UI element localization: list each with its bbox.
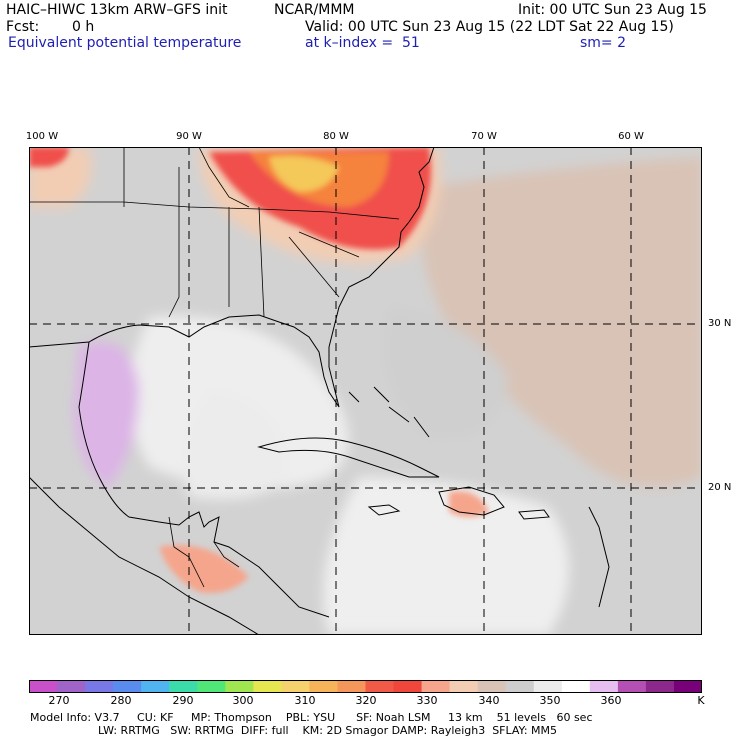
colorbar-swatch: [617, 680, 647, 693]
coastline-us-east: [408, 147, 435, 223]
field-name: Equivalent potential temperature: [8, 35, 242, 51]
colorbar-tick: 280: [110, 694, 132, 707]
colorbar-swatch: [141, 680, 170, 693]
colorbar-swatch: [85, 680, 114, 693]
colorbar-swatch: [393, 680, 423, 693]
colorbar-tick: 310: [294, 694, 316, 707]
field-tan-east: [422, 157, 702, 487]
field-salmon-centralamerica: [159, 545, 249, 593]
field-salmon-hispaniola: [449, 491, 489, 517]
colorbar-swatch: [337, 680, 366, 693]
map-border: [29, 147, 702, 635]
field-red-topleft: [29, 147, 69, 167]
coastline-mexico: [78, 341, 330, 618]
field-white-caribbean: [323, 477, 569, 635]
field-purple-gulf: [74, 342, 139, 487]
colorbar-swatch: [29, 680, 58, 693]
fcst-label: Fcst:: [6, 19, 40, 35]
colorbar-tick: 270: [48, 694, 70, 707]
colorbar-swatch: [253, 680, 282, 693]
colorbar-swatch: [645, 680, 675, 693]
colorbar-swatch: [589, 680, 619, 693]
coastline-pacific: [29, 476, 260, 635]
colorbar-swatch: [281, 680, 310, 693]
coastline-cuba: [257, 437, 440, 478]
colorbar-tick: 330: [416, 694, 438, 707]
coastline-puertorico: [518, 509, 550, 520]
coastline-jamaica: [367, 504, 401, 516]
lon-label-100w: 100 W: [25, 131, 59, 142]
colorbar-swatch: [533, 680, 563, 693]
smoothing-label: sm= 2: [580, 35, 627, 51]
colorbar-units: K: [697, 694, 705, 707]
colorbar: [29, 680, 702, 693]
colorbar-border: [29, 680, 702, 693]
coastline-antilles: [588, 506, 610, 608]
coastline-bahamas: [348, 386, 430, 438]
colorbar-tick: 290: [172, 694, 194, 707]
colorbar-tick: 340: [478, 694, 500, 707]
lon-label-80w: 80 W: [323, 131, 349, 142]
colorbar-swatch: [169, 680, 198, 693]
colorbar-tick: 350: [539, 694, 561, 707]
colorbar-swatch: [113, 680, 142, 693]
init-time: Init: 00 UTC Sun 23 Aug 15: [518, 2, 707, 18]
lon-label-60w: 60 W: [618, 131, 644, 142]
org-label: NCAR/MMM: [274, 2, 355, 18]
colorbar-tick: 300: [232, 694, 254, 707]
colorbar-swatch: [225, 680, 254, 693]
lon-label-70w: 70 W: [471, 131, 497, 142]
country-borders-ca: [168, 516, 240, 588]
colorbar-swatch: [365, 680, 395, 693]
field-white-central: [182, 387, 289, 500]
colorbar-swatch: [477, 680, 507, 693]
colorbar-swatch: [561, 680, 591, 693]
lat-label-20n: 20 N: [708, 482, 732, 493]
field-gray-atlantic: [384, 307, 509, 439]
coastline-hispaniola: [438, 486, 505, 516]
lat-label-30n: 30 N: [708, 318, 732, 329]
colorbar-swatch: [449, 680, 479, 693]
colorbar-swatch: [505, 680, 535, 693]
footer-line-1: Model Info: V3.7 CU: KF MP: Thompson PBL…: [30, 711, 593, 724]
level-label: at k–index = 51: [305, 35, 420, 51]
colorbar-swatch: [309, 680, 338, 693]
colorbar-tick: 360: [600, 694, 622, 707]
colorbar-tick: 320: [355, 694, 377, 707]
state-borders: [29, 147, 400, 318]
footer-line-2: LW: RRTMG SW: RRTMG DIFF: full KM: 2D Sm…: [98, 724, 558, 737]
colorbar-swatch: [197, 680, 226, 693]
colorbar-swatch: [421, 680, 451, 693]
lon-label-90w: 90 W: [176, 131, 202, 142]
coastline-us-gulf: [29, 221, 410, 408]
model-title: HAIC–HIWC 13km ARW–GFS init: [6, 2, 228, 18]
colorbar-swatch: [57, 680, 86, 693]
field-yellow-core: [269, 155, 339, 192]
colorbar-swatch: [673, 680, 702, 693]
map-panel: [29, 147, 702, 635]
valid-time: Valid: 00 UTC Sun 23 Aug 15 (22 LDT Sat …: [305, 19, 674, 35]
fcst-value: 0 h: [72, 19, 95, 35]
